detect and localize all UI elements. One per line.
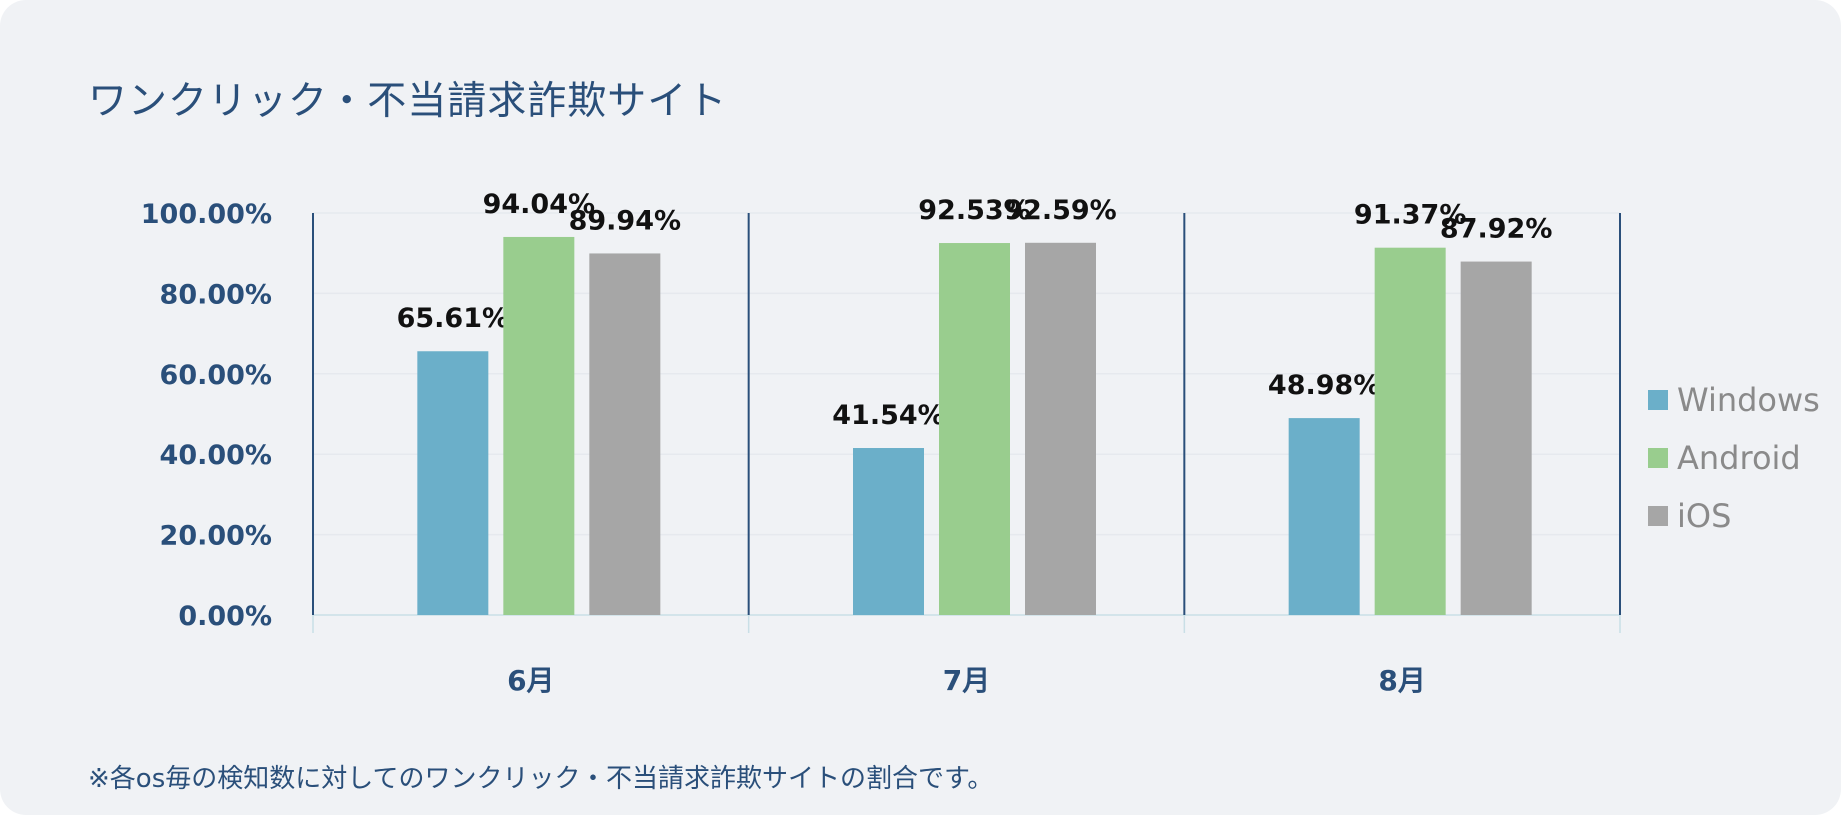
data-label-android: 94.04% xyxy=(483,189,595,220)
bar-windows-3 xyxy=(1288,418,1360,615)
data-label-windows: 65.61% xyxy=(397,303,509,334)
bar-windows-1 xyxy=(417,351,489,615)
y-tick-label: 0.00% xyxy=(178,601,272,632)
bar-android-1 xyxy=(503,236,575,615)
bar-ios-2 xyxy=(1025,242,1096,615)
data-label-ios: 89.94% xyxy=(569,205,681,236)
bar-windows-2 xyxy=(853,448,924,615)
legend-swatch-android xyxy=(1648,448,1668,468)
data-label-ios: 92.59% xyxy=(1004,195,1116,226)
bar-android-2 xyxy=(939,243,1010,615)
y-tick-label: 20.00% xyxy=(160,521,272,552)
legend-swatch-ios xyxy=(1648,506,1668,526)
chart-title: ワンクリック・不当請求詐欺サイト xyxy=(88,79,728,124)
data-label-windows: 48.98% xyxy=(1268,370,1380,401)
legend-label-android: Android xyxy=(1677,439,1801,477)
x-tick-label: 8月 xyxy=(1378,664,1425,697)
data-label-windows: 41.54% xyxy=(832,400,944,431)
y-tick-label: 40.00% xyxy=(160,440,272,471)
chart-footnote: ※各os毎の検知数に対してのワンクリック・不当請求詐欺サイトの割合です。 xyxy=(88,764,994,794)
data-label-android: 91.37% xyxy=(1354,200,1466,231)
x-tick-label: 7月 xyxy=(943,664,990,697)
y-tick-label: 60.00% xyxy=(160,360,272,391)
bar-ios-3 xyxy=(1460,261,1532,615)
bar-android-3 xyxy=(1374,247,1446,615)
data-label-ios: 87.92% xyxy=(1440,214,1552,245)
x-tick-label: 6月 xyxy=(507,664,554,697)
legend-swatch-windows xyxy=(1648,390,1668,410)
legend-label-ios: iOS xyxy=(1677,497,1731,535)
bar-ios-1 xyxy=(589,253,661,615)
legend-label-windows: Windows xyxy=(1677,381,1820,419)
y-tick-label: 100.00% xyxy=(141,199,272,230)
data-label-android: 92.53% xyxy=(918,195,1030,226)
y-tick-label: 80.00% xyxy=(160,279,272,310)
